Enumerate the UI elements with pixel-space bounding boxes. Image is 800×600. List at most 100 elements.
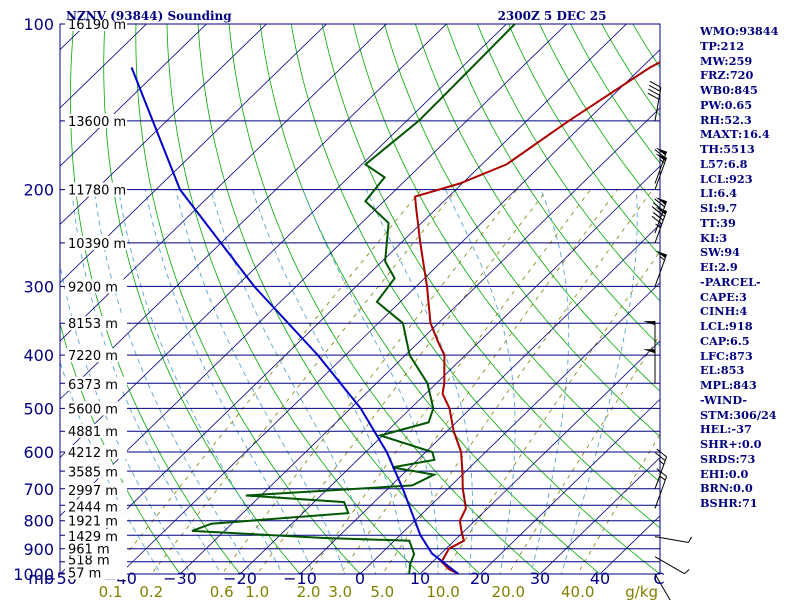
index-item: EHI:0.0 — [700, 466, 749, 481]
mixing-ratio-label: 0.1 — [99, 583, 123, 600]
index-item: MAXT:16.4 — [700, 127, 770, 142]
mixing-ratio-line — [110, 189, 422, 574]
height-label-bg — [65, 376, 127, 391]
isotherm — [299, 223, 660, 574]
index-item: SW:94 — [700, 245, 740, 260]
moist-adiabat — [560, 189, 638, 574]
moist-adiabat — [365, 189, 473, 574]
pressure-tick-label: 800 — [23, 512, 54, 531]
pressure-tick-label: 900 — [23, 540, 54, 559]
height-label: 3585 m — [68, 466, 118, 481]
index-item: RH:52.3 — [700, 112, 752, 127]
moist-adiabat — [118, 189, 283, 574]
dry-adiabat — [414, 24, 660, 392]
isotherm — [539, 456, 660, 574]
index-item: WMO:93844 — [700, 24, 779, 38]
index-item: LCL:918 — [700, 319, 753, 333]
moist-adiabat — [60, 360, 162, 574]
temperature-tick-label: 0 — [355, 569, 365, 588]
height-label-bg — [65, 513, 127, 528]
isotherm — [60, 24, 628, 574]
height-label-bg — [65, 17, 127, 31]
height-label: 1921 m — [68, 515, 118, 530]
index-item: TH:5513 — [700, 142, 755, 156]
index-item: FRZ:720 — [700, 68, 754, 83]
height-label: 6373 m — [68, 378, 118, 393]
pressure-tick-label: 400 — [23, 346, 54, 365]
height-label-bg — [65, 482, 127, 497]
height-label: 11780 m — [68, 184, 126, 199]
isotherm — [60, 24, 448, 400]
index-item: EL:853 — [700, 363, 745, 378]
dry-adiabat — [446, 24, 660, 347]
temperature-tick-label: 10 — [410, 569, 430, 588]
height-label-bg — [65, 316, 127, 331]
mixing-ratio-label: 5.0 — [370, 583, 394, 600]
mixing-ratio-label: 40.0 — [561, 583, 594, 600]
pressure-tick-label: 1000 — [13, 565, 54, 584]
index-item: L57:6.8 — [700, 156, 748, 171]
mixing-ratio-line — [507, 334, 660, 574]
height-label-bg — [65, 565, 127, 580]
moist-adiabat — [175, 189, 345, 574]
moist-adiabat — [145, 189, 314, 574]
height-label: 1429 m — [68, 530, 118, 545]
wind-barb — [654, 250, 668, 287]
index-item: CINH:4 — [700, 304, 748, 319]
mixing-ratio-label: 10.0 — [426, 583, 459, 600]
height-label: 9200 m — [68, 280, 118, 295]
pressure-tick-label: 100 — [23, 15, 54, 34]
mixing-ratio-unit-label: g/kg — [625, 583, 658, 600]
wind-barb — [654, 468, 668, 509]
index-item: WB0:845 — [700, 83, 758, 97]
pressure-tick-label: 600 — [23, 443, 54, 462]
temperature-trace — [414, 61, 660, 574]
dry-adiabat — [352, 24, 660, 483]
mixing-ratio-label: 20.0 — [492, 583, 525, 600]
index-item: HEL:-37 — [700, 422, 752, 437]
dry-adiabat — [477, 24, 660, 302]
index-item: BRN:0.0 — [700, 481, 753, 496]
dry-adiabat — [383, 24, 660, 438]
height-label-bg — [65, 113, 127, 128]
stability-indices-panel: WMO:93844 TP:212 MW:259 FRZ:720 WB0:845 PW:0.… — [700, 24, 800, 511]
mixing-ratio-line — [221, 189, 518, 574]
height-label: 16190 m — [68, 18, 126, 33]
height-label: 2997 m — [68, 484, 118, 499]
temperature-tick-label: 20 — [470, 569, 490, 588]
sounding-time: 2300Z 5 DEC 25 — [498, 9, 607, 23]
height-label-bg — [65, 529, 127, 543]
index-item: KI:3 — [700, 230, 728, 245]
height-label-bg — [65, 423, 127, 438]
height-label-bg — [65, 182, 127, 197]
height-label-bg — [65, 552, 127, 567]
chart-title: NZNV (93844) Sounding — [66, 9, 232, 23]
dewpoint-trace — [191, 24, 516, 574]
height-label: 4212 m — [68, 446, 118, 461]
dry-adiabat — [290, 24, 660, 574]
index-item: MPL:843 — [700, 378, 757, 392]
isotherm — [60, 24, 268, 226]
height-label-bg — [65, 279, 127, 294]
temperature-tick-label: 40 — [590, 569, 610, 588]
mixing-ratio-line — [442, 250, 660, 574]
plot-frame — [59, 23, 661, 575]
isotherm — [60, 24, 148, 109]
index-item: STM:306/24 — [700, 407, 777, 422]
wind-barb — [654, 448, 668, 489]
index-item: PW:0.65 — [700, 97, 753, 112]
mixing-ratio-label: 2.0 — [297, 583, 321, 600]
index-item: SRDS:73 — [700, 451, 756, 466]
index-item: CAP:6.5 — [700, 333, 750, 348]
height-label-bg — [65, 541, 127, 556]
pressure-tick-label: 500 — [23, 399, 54, 418]
dry-adiabat — [321, 24, 660, 529]
height-label-bg — [65, 499, 127, 514]
height-label-bg — [65, 235, 127, 250]
wind-barb — [643, 349, 656, 384]
mixing-ratio-label: 0.6 — [210, 583, 234, 600]
height-label: 7220 m — [68, 349, 118, 364]
pressure-tick-label: 700 — [23, 480, 54, 499]
temperature-tick-label: −10 — [283, 569, 317, 588]
mixing-ratio-label: 3.0 — [328, 583, 352, 600]
